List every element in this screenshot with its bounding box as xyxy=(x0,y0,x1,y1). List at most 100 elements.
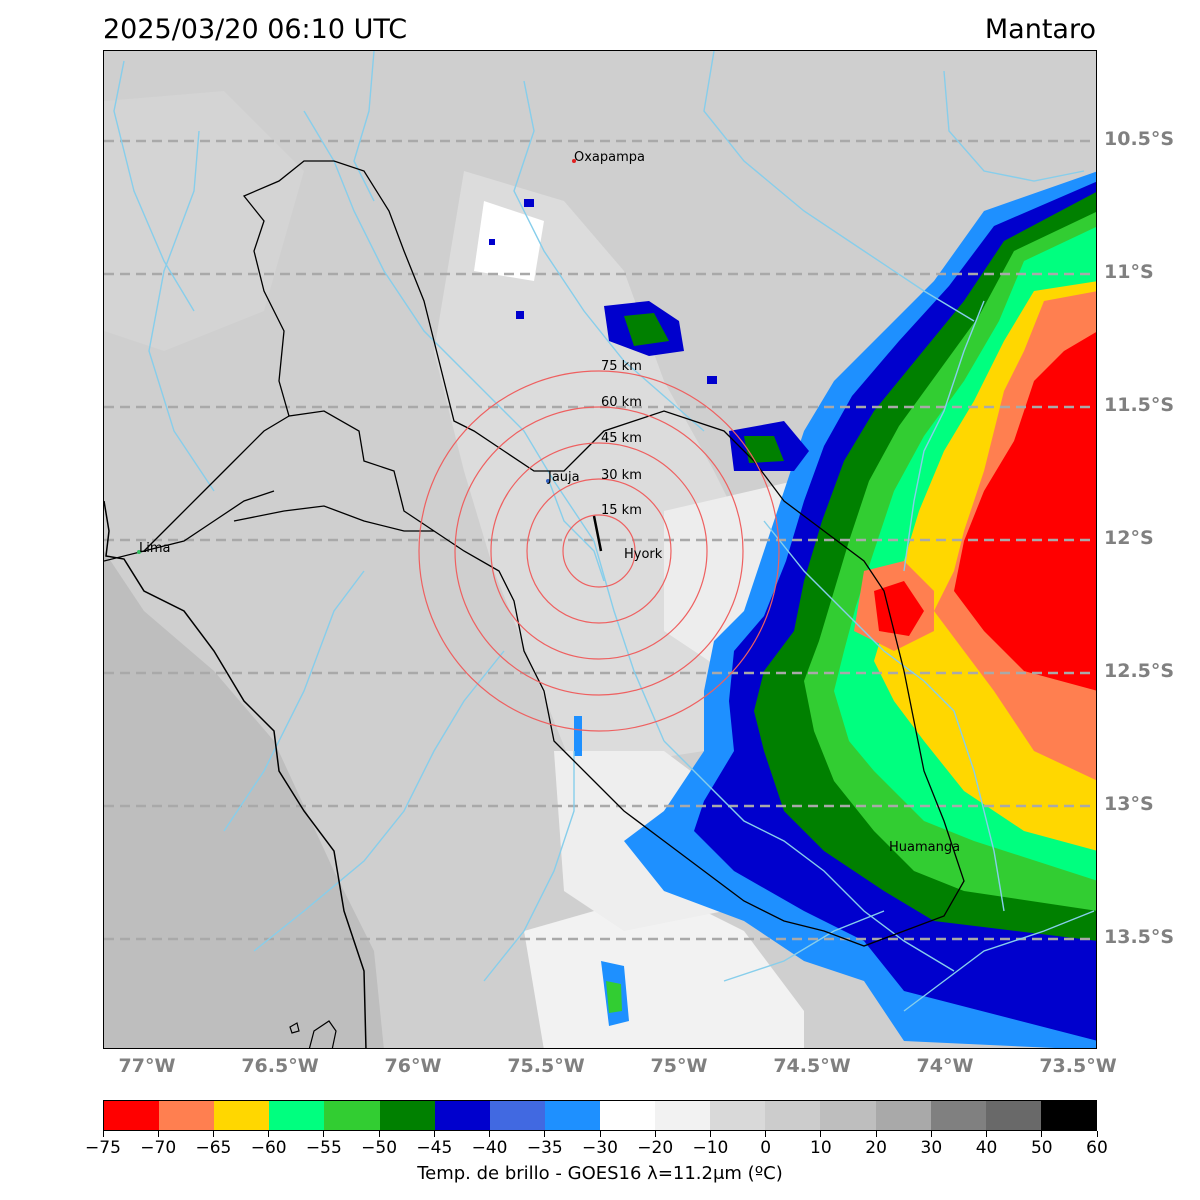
colorbar-swatch xyxy=(434,1101,490,1130)
lat-label-13-5s: 13.5°S xyxy=(1104,926,1175,948)
colorbar-tick xyxy=(930,1131,932,1137)
lon-label-77w: 77°W xyxy=(118,1055,176,1077)
colorbar-tick-label: −35 xyxy=(526,1138,563,1158)
datetime-title: 2025/03/20 06:10 UTC xyxy=(103,14,408,45)
colorbar-tick xyxy=(489,1131,491,1137)
range-ring-60km xyxy=(454,406,744,696)
colorbar-tick xyxy=(709,1131,711,1137)
ring-label-45km: 45 km xyxy=(601,431,642,446)
coastline xyxy=(104,500,367,1048)
colorbar-tick xyxy=(544,1131,546,1137)
lon-label-74w: 74°W xyxy=(916,1055,974,1077)
ring-label-15km: 15 km xyxy=(601,503,642,518)
colorbar-tick-label: 10 xyxy=(810,1138,832,1158)
colorbar-tick xyxy=(323,1131,325,1137)
city-marker-oxapampa xyxy=(572,159,576,163)
colorbar-tick-label: −60 xyxy=(250,1138,287,1158)
lat-label-12s: 12°S xyxy=(1104,527,1154,549)
colorbar-swatch xyxy=(214,1101,270,1130)
colorbar-swatch xyxy=(1040,1101,1096,1130)
city-marker-jauja xyxy=(546,479,550,483)
cloud-cell xyxy=(744,436,784,463)
lat-label-11s: 11°S xyxy=(1104,261,1154,283)
colorbar-tick-label: 60 xyxy=(1086,1138,1108,1158)
cloud-pixel xyxy=(516,311,524,319)
lon-label-74-5w: 74.5°W xyxy=(773,1055,851,1077)
colorbar-tick-label: 30 xyxy=(920,1138,943,1158)
colorbar-tick xyxy=(212,1131,214,1137)
colorbar-tick xyxy=(1096,1131,1098,1137)
colorbar-tick-label: −45 xyxy=(416,1138,453,1158)
radar-beam-line xyxy=(592,515,603,552)
colorbar-tick-label: 50 xyxy=(1030,1138,1053,1158)
city-label-huamanga: Huamanga xyxy=(889,840,960,855)
cloud-cell xyxy=(874,581,924,636)
clear-area xyxy=(474,201,544,281)
range-ring-30km xyxy=(526,478,672,624)
colorbar-tick xyxy=(157,1131,159,1137)
colorbar-swatch xyxy=(489,1101,545,1130)
colorbar-swatch xyxy=(930,1101,986,1130)
colorbar-tick xyxy=(654,1131,656,1137)
satellite-map: 15 km 30 km 45 km 60 km 75 km Oxapampa J… xyxy=(103,50,1097,1049)
basin-boundaries xyxy=(104,160,965,947)
colorbar-swatch xyxy=(875,1101,931,1130)
colorbar-tick-label: −20 xyxy=(637,1138,674,1158)
colorbar-tick-label: 20 xyxy=(865,1138,887,1158)
colorbar-tick xyxy=(378,1131,380,1137)
cloud-pixel xyxy=(489,239,495,245)
island xyxy=(308,1020,337,1048)
cloud-pixel xyxy=(524,199,534,207)
colorbar-swatch xyxy=(599,1101,656,1130)
cloud-cell xyxy=(624,313,669,346)
cloud-cell xyxy=(606,981,622,1013)
colorbar-tick xyxy=(875,1131,877,1137)
island xyxy=(289,1022,300,1034)
colorbar-tick-label: −70 xyxy=(140,1138,177,1158)
colorbar-tick-label: −65 xyxy=(195,1138,232,1158)
colorbar-tick-label: −75 xyxy=(85,1138,121,1158)
terrain-patch xyxy=(104,91,304,351)
colorbar-swatch xyxy=(104,1101,160,1130)
colorbar-tick xyxy=(433,1131,435,1137)
colorbar-tick-label: 40 xyxy=(975,1138,998,1158)
colorbar-tick xyxy=(820,1131,822,1137)
range-ring-45km xyxy=(490,442,708,660)
colorbar-tick-label: −55 xyxy=(305,1138,342,1158)
colorbar-tick xyxy=(986,1131,988,1137)
colorbar-swatch xyxy=(820,1101,876,1130)
colorbar-tick xyxy=(765,1131,767,1137)
lon-label-73-5w: 73.5°W xyxy=(1039,1055,1117,1077)
ring-label-30km: 30 km xyxy=(601,468,642,483)
colorbar-tick-label: −30 xyxy=(582,1138,618,1158)
colorbar-tick-label: −40 xyxy=(471,1138,508,1158)
city-label-lima: Lima xyxy=(139,541,170,556)
region-title: Mantaro xyxy=(984,14,1096,45)
lon-label-75w: 75°W xyxy=(650,1055,708,1077)
colorbar-swatch xyxy=(765,1101,821,1130)
city-label-hyork: Hyork xyxy=(624,547,663,562)
colorbar-caption: Temp. de brillo - GOES16 λ=11.2μm (ºC) xyxy=(417,1163,783,1184)
lat-label-12-5s: 12.5°S xyxy=(1104,660,1175,682)
colorbar-tick xyxy=(599,1131,601,1137)
range-rings xyxy=(418,370,780,732)
colorbar-tick-label: 0 xyxy=(760,1138,772,1158)
lon-label-76-5w: 76.5°W xyxy=(241,1055,319,1077)
ring-label-75km: 75 km xyxy=(601,359,642,374)
colorbar-swatch xyxy=(544,1101,600,1130)
colorbar-tick-label: −50 xyxy=(361,1138,398,1158)
range-ring-75km xyxy=(418,370,780,732)
colorbar-tick xyxy=(102,1131,104,1137)
colorbar-tick xyxy=(268,1131,270,1137)
colorbar-swatch xyxy=(985,1101,1041,1130)
lat-label-10-5s: 10.5°S xyxy=(1104,128,1175,150)
lon-label-75-5w: 75.5°W xyxy=(507,1055,585,1077)
lat-label-11-5s: 11.5°S xyxy=(1104,394,1175,416)
city-label-jauja: Jauja xyxy=(547,470,580,485)
colorbar-tick xyxy=(1041,1131,1043,1137)
cloud-band-minus75 xyxy=(954,332,1096,691)
clear-area xyxy=(524,891,804,1048)
map-canvas: 15 km 30 km 45 km 60 km 75 km Oxapampa J… xyxy=(104,51,1096,1048)
colorbar-swatch xyxy=(379,1101,435,1130)
colorbar-swatch xyxy=(655,1101,711,1130)
